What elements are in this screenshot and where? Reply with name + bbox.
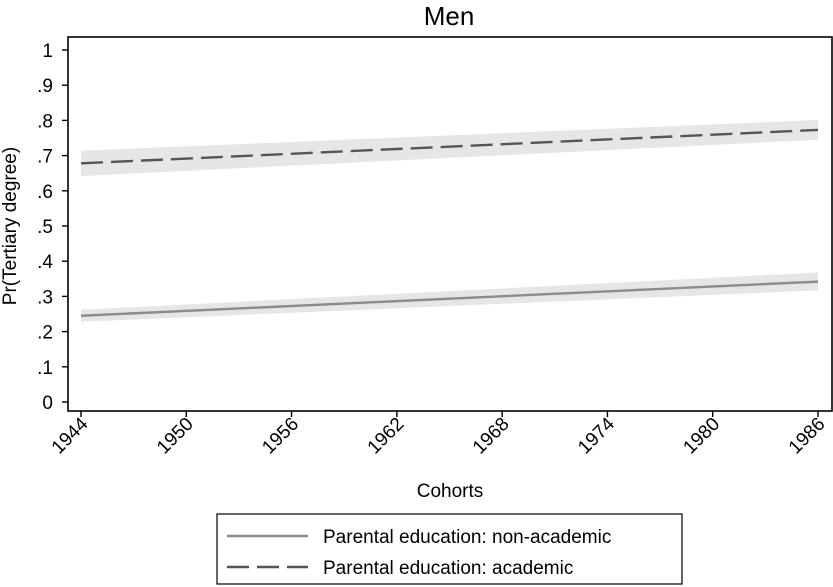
x-tick-label: 1944 [48, 413, 93, 458]
legend: Parental education: non-academic Parental… [216, 513, 683, 585]
y-tick-label: 0 [42, 393, 53, 414]
axes: 0 .1 .2 .3 .4 .5 .6 .7 .8 .9 1 1944 1950 1956 1962 1968… [37, 36, 833, 459]
x-tick-label: 1980 [680, 414, 725, 459]
y-tick-label: .2 [37, 323, 53, 344]
x-axis-label: Cohorts [417, 481, 484, 502]
y-tick-label: .9 [37, 76, 53, 97]
legend-label-2: Parental education: academic [323, 558, 573, 579]
legend-box [216, 513, 683, 585]
x-tick-label: 1962 [364, 414, 409, 459]
ci-band-1 [81, 272, 818, 322]
chart-title: Men [424, 1, 475, 31]
x-tick-label: 1986 [785, 414, 830, 459]
y-tick-label: .8 [37, 111, 53, 132]
ci-band-2 [81, 120, 818, 177]
y-tick-label: .7 [37, 147, 53, 168]
plot-frame [67, 36, 833, 412]
y-axis-label: Pr(Tertiary degree) [0, 147, 21, 305]
x-tick-label: 1968 [469, 414, 514, 459]
y-tick-label: .1 [37, 358, 53, 379]
plot-area [80, 120, 819, 322]
y-tick-label: .5 [37, 217, 53, 238]
x-tick-label: 1956 [258, 414, 303, 459]
y-tick-label: .4 [37, 252, 53, 273]
series-line-1 [80, 280, 819, 317]
x-tick-label: 1974 [574, 413, 619, 458]
y-tick-label: .3 [37, 287, 53, 308]
legend-label-1: Parental education: non-academic [323, 527, 611, 548]
y-tick-label: .6 [37, 182, 53, 203]
series-line-2 [80, 128, 819, 165]
y-tick-label: 1 [42, 41, 53, 62]
x-tick-label: 1950 [153, 414, 198, 459]
